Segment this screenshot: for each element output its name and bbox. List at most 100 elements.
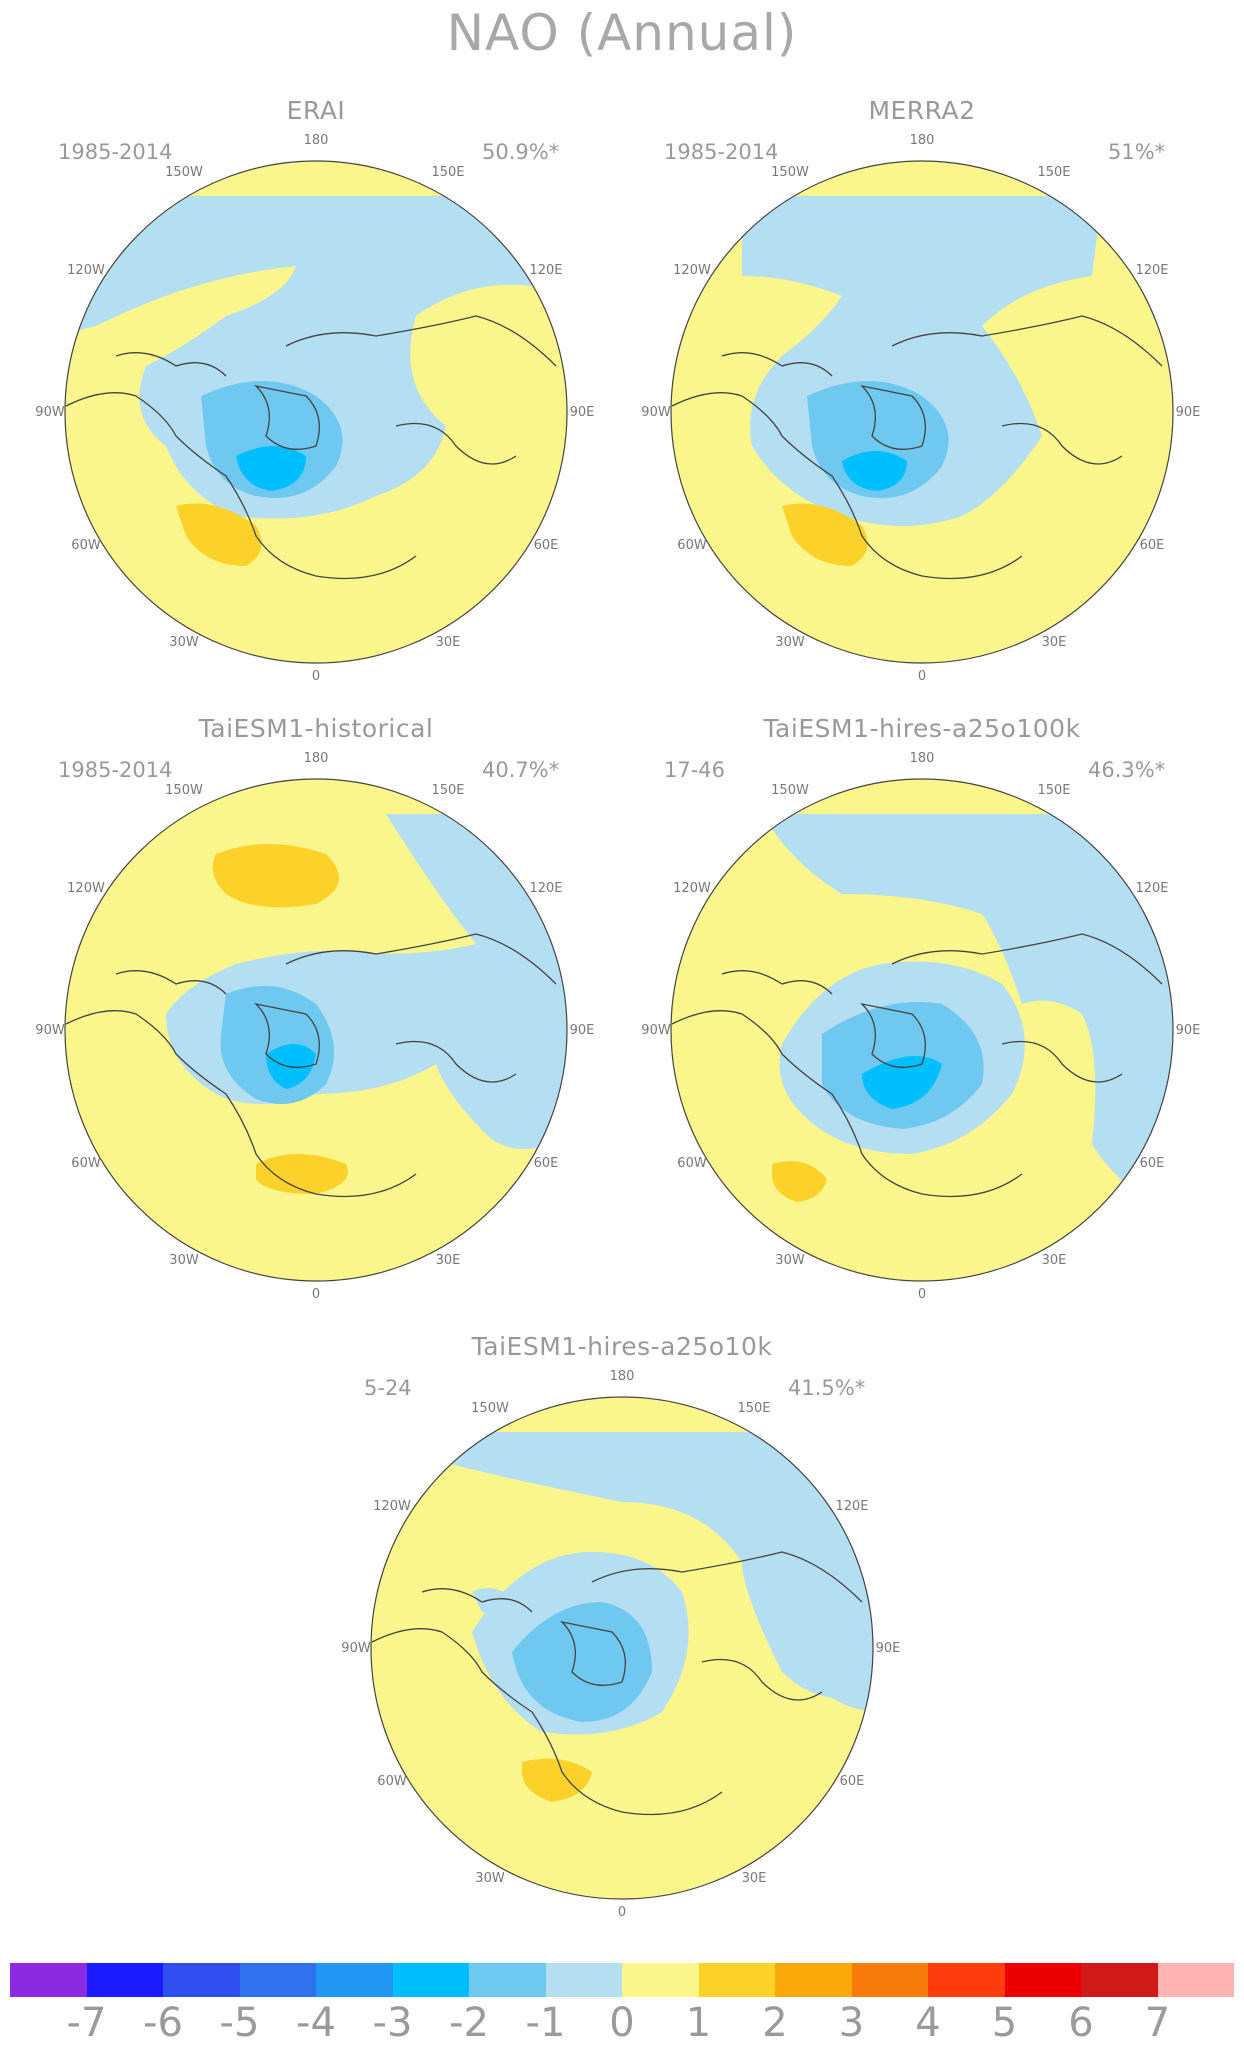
map-panel-erai: ERAI 1985-2014 50.9%* 180 150E 120E 90E … [16,96,616,696]
lon-label: 90W [35,1023,65,1038]
colorbar-tick-label: -7 [66,2000,107,2046]
colorbar [10,1963,1234,1997]
colorbar-labels: -7 -6 -5 -4 -3 -2 -1 0 1 2 3 4 5 6 7 [10,2000,1234,2046]
lon-label: 180 [610,1369,635,1384]
lon-label: 90E [1176,405,1201,420]
lon-label: 120W [373,1499,411,1514]
colorbar-tick-label: 0 [609,2000,635,2046]
panel-percent: 40.7%* [482,758,560,782]
polar-map: 180 150E 120E 90E 60E 30E 0 30W 60W 90W … [35,751,595,1302]
colorbar-swatch [10,1963,87,1997]
colorbar-tick-label: 4 [915,2000,941,2046]
lon-label: 150E [431,165,464,180]
map-panel-taiesm1-historical: TaiESM1-historical 1985-2014 40.7%* 180 … [16,714,616,1314]
colorbar-swatch [775,1963,852,1997]
lon-label: 150E [431,783,464,798]
lon-label: 90W [641,1023,671,1038]
polar-map: 180 150E 120E 90E 60E 30E 0 30W 60W 90W … [641,133,1201,684]
lon-label: 60W [71,538,101,553]
colorbar-tick-label: -4 [296,2000,336,2046]
lon-label: 180 [304,133,329,148]
lon-label: 90W [35,405,65,420]
panel-period: 5-24 [364,1376,412,1400]
colorbar-tick-label: 1 [685,2000,712,2046]
lon-label: 30W [775,635,805,650]
panel-period: 1985-2014 [664,140,779,164]
lon-label: 60W [677,1156,707,1171]
lon-label: 90E [1176,1023,1201,1038]
colorbar-tick-label: 2 [762,2000,788,2046]
lon-label: 0 [918,669,926,684]
lon-label: 60E [534,1156,559,1171]
lon-label: 150W [165,783,203,798]
lon-label: 90W [641,405,671,420]
lon-label: 0 [312,1287,320,1302]
lon-label: 120E [835,1499,868,1514]
colorbar-swatch [1081,1963,1158,1997]
lon-label: 30E [1042,1253,1067,1268]
colorbar-tick-label: 5 [991,2000,1018,2046]
panel-title: TaiESM1-historical [198,714,434,743]
lon-label: 60W [377,1774,407,1789]
colorbar-swatch [622,1963,699,1997]
colorbar-swatch [851,1963,928,1997]
lon-label: 180 [910,133,935,148]
lon-label: 60W [71,1156,101,1171]
panel-title: MERRA2 [868,96,976,125]
lon-label: 0 [618,1905,626,1920]
panel-percent: 41.5%* [788,1376,866,1400]
lon-label: 120E [1135,881,1168,896]
colorbar-tick-label: -2 [449,2000,489,2046]
panel-percent: 46.3%* [1088,758,1166,782]
lon-label: 60W [677,538,707,553]
lon-label: 0 [918,1287,926,1302]
lon-label: 150W [771,783,809,798]
lon-label: 120E [529,881,562,896]
panel-title: TaiESM1-hires-a25o10k [471,1332,773,1361]
lon-label: 90E [876,1641,901,1656]
lon-label: 120W [67,881,105,896]
panel-percent: 50.9%* [482,140,560,164]
lon-label: 30W [775,1253,805,1268]
lon-label: 0 [312,669,320,684]
lon-label: 120W [673,881,711,896]
colorbar-tick-label: 6 [1068,2000,1094,2046]
polar-map: 180 150E 120E 90E 60E 30E 0 30W 60W 90W … [35,133,594,684]
panel-period: 1985-2014 [58,758,173,782]
lon-label: 30E [436,635,461,650]
colorbar-swatch [86,1963,163,1997]
figure-title: NAO (Annual) [446,4,798,62]
lon-label: 120E [529,263,562,278]
panel-title: TaiESM1-hires-a25o100k [763,714,1081,743]
lon-label: 120E [1135,263,1168,278]
lon-label: 30E [436,1253,461,1268]
lon-label: 30W [475,1871,505,1886]
lon-label: 120W [673,263,711,278]
colorbar-tick-label: -1 [525,2000,566,2046]
lon-label: 60E [534,538,559,553]
colorbar-swatch [698,1963,775,1997]
colorbar-swatch [239,1963,316,1997]
lon-label: 150W [471,1401,509,1416]
lon-label: 90E [570,1023,595,1038]
colorbar-tick-label: -3 [372,2000,413,2046]
colorbar-tick-label: -6 [143,2000,183,2046]
panel-period: 1985-2014 [58,140,173,164]
lon-label: 60E [1140,1156,1165,1171]
lon-label: 150W [165,165,203,180]
colorbar-tick-label: 7 [1144,2000,1171,2046]
polar-map: 180 150E 120E 90E 60E 30E 0 30W 60W 90W … [341,1369,901,1920]
lon-label: 150W [771,165,809,180]
colorbar-swatch [545,1963,622,1997]
colorbar-swatch [1004,1963,1081,1997]
lon-label: 120W [67,263,105,278]
lon-label: 90W [341,1641,371,1656]
polar-map: 180 150E 120E 90E 60E 30E 0 30W 60W 90W … [641,751,1201,1302]
panel-percent: 51%* [1108,140,1166,164]
colorbar-swatch [928,1963,1005,1997]
lon-label: 150E [1037,165,1070,180]
lon-label: 60E [1140,538,1165,553]
lon-label: 30W [169,635,199,650]
lon-label: 150E [737,1401,770,1416]
lon-label: 180 [304,751,329,766]
